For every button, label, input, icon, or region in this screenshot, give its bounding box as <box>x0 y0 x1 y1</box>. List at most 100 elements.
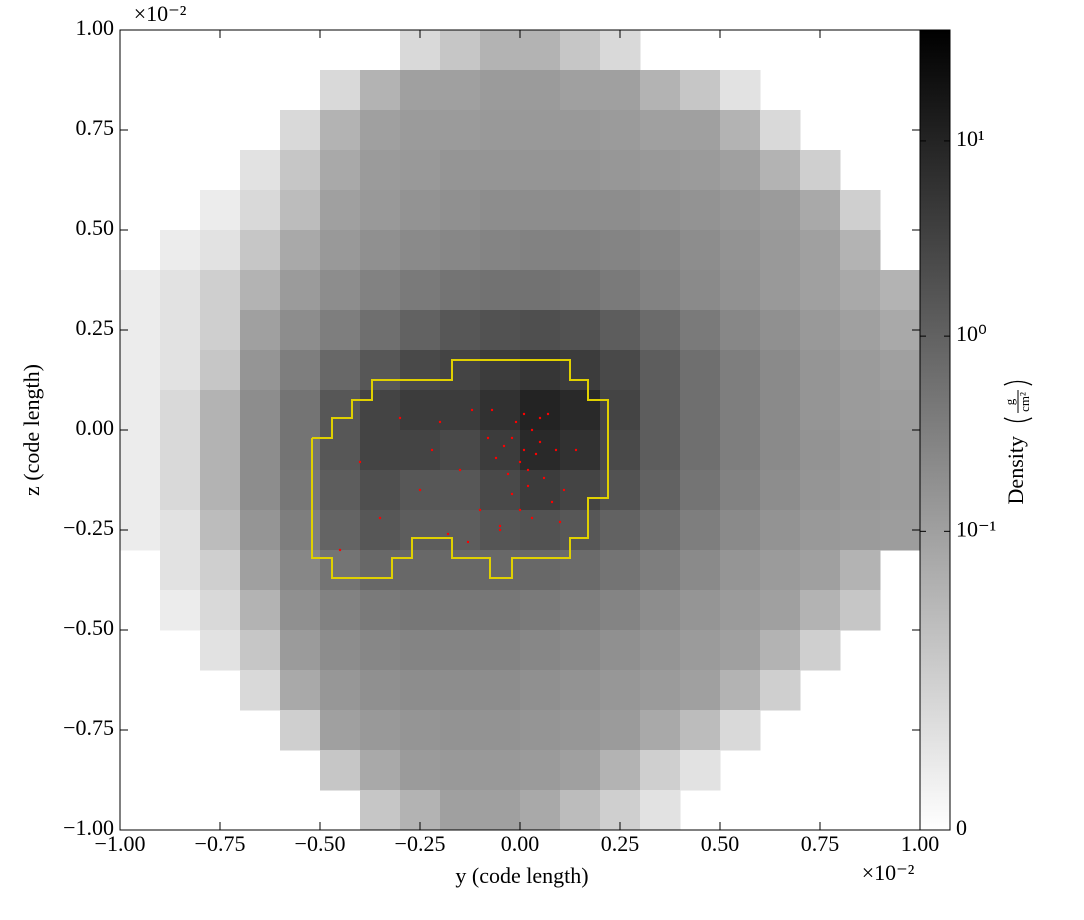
cell <box>360 310 401 351</box>
particle <box>498 528 502 532</box>
cell <box>440 750 481 791</box>
particle <box>522 448 526 452</box>
cell <box>760 190 801 231</box>
cell <box>760 270 801 311</box>
cell <box>520 390 561 431</box>
cell <box>640 670 681 711</box>
cell <box>880 430 921 471</box>
cell <box>320 390 361 431</box>
cell <box>600 150 641 191</box>
cell <box>280 310 321 351</box>
cell <box>360 270 401 311</box>
x-tick-label: −0.75 <box>195 831 246 856</box>
cell <box>400 430 441 471</box>
cell <box>560 590 601 631</box>
y-tick-label: −1.00 <box>63 815 114 840</box>
cell <box>160 470 201 511</box>
cell <box>320 550 361 591</box>
particle <box>510 492 514 496</box>
cell <box>400 670 441 711</box>
cell <box>520 30 561 71</box>
cell <box>320 270 361 311</box>
cell <box>480 350 521 391</box>
cell <box>120 430 161 471</box>
particle <box>358 460 362 464</box>
particle <box>526 484 530 488</box>
cell <box>440 190 481 231</box>
cell <box>640 550 681 591</box>
cell <box>320 310 361 351</box>
cell <box>600 550 641 591</box>
cell <box>840 230 881 271</box>
cell <box>840 310 881 351</box>
particle <box>530 428 534 432</box>
cell <box>760 590 801 631</box>
cell <box>760 430 801 471</box>
cell <box>680 310 721 351</box>
cell <box>600 350 641 391</box>
particle <box>510 436 514 440</box>
y-tick-label: 0.25 <box>76 315 115 340</box>
cell <box>320 670 361 711</box>
cell <box>200 590 241 631</box>
cell <box>640 270 681 311</box>
cell <box>640 750 681 791</box>
cell <box>360 230 401 271</box>
cell <box>360 390 401 431</box>
colorbar-label: Density g cm² <box>1002 380 1033 504</box>
cell <box>520 430 561 471</box>
cell <box>600 590 641 631</box>
cell <box>360 750 401 791</box>
unit-denominator: cm² <box>1017 392 1032 412</box>
cell <box>800 390 841 431</box>
cell <box>320 470 361 511</box>
cell <box>560 70 601 111</box>
cell <box>520 590 561 631</box>
cell <box>240 150 281 191</box>
cell <box>640 150 681 191</box>
cell <box>240 310 281 351</box>
y-tick-label: −0.25 <box>63 515 114 540</box>
particle <box>378 516 382 520</box>
cell <box>560 270 601 311</box>
colorbar-tick-label: 10¹ <box>956 126 985 151</box>
cell <box>680 350 721 391</box>
particle <box>438 420 442 424</box>
cell <box>200 390 241 431</box>
cell <box>480 310 521 351</box>
x-tick-label: 0.00 <box>501 831 540 856</box>
cell <box>440 710 481 751</box>
cell <box>360 110 401 151</box>
cell <box>560 350 601 391</box>
particle <box>558 520 562 524</box>
cell <box>720 230 761 271</box>
cell <box>840 190 881 231</box>
cell <box>520 710 561 751</box>
x-tick-label: 0.75 <box>801 831 840 856</box>
heatmap <box>120 30 921 831</box>
overlay <box>311 359 609 579</box>
cell <box>360 470 401 511</box>
particle <box>522 412 526 416</box>
cell <box>240 630 281 671</box>
y-offset-label: ×10⁻² <box>134 1 187 26</box>
cell <box>720 350 761 391</box>
cell <box>400 150 441 191</box>
cell <box>760 110 801 151</box>
particle <box>502 444 506 448</box>
cell <box>600 110 641 151</box>
cell <box>560 310 601 351</box>
cell <box>560 790 601 831</box>
cell <box>720 190 761 231</box>
cell <box>760 470 801 511</box>
cell <box>840 430 881 471</box>
cell <box>480 270 521 311</box>
cell <box>560 390 601 431</box>
cell <box>440 150 481 191</box>
cell <box>480 430 521 471</box>
cell <box>720 710 761 751</box>
cell <box>160 390 201 431</box>
cell <box>200 270 241 311</box>
cell <box>720 150 761 191</box>
